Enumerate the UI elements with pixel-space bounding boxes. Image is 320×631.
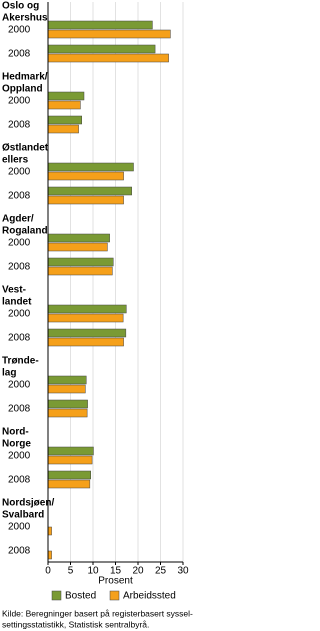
group-label: Hedmark/	[2, 72, 48, 83]
group-label: Vest-	[2, 285, 26, 296]
group-label: Oppland	[2, 84, 43, 95]
group-label: Rogaland	[2, 226, 48, 237]
y-tick-label: 2008	[8, 546, 31, 557]
y-tick-label: 2008	[8, 262, 31, 273]
y-tick-label: 2000	[8, 238, 31, 249]
bar	[47, 313, 124, 323]
legend-swatch	[51, 590, 62, 601]
y-tick-label: 2000	[8, 96, 31, 107]
legend-swatch	[109, 590, 120, 601]
bar	[47, 20, 153, 30]
source-note: Kilde: Beregninger basert på registerbas…	[2, 608, 193, 618]
legend-label: Bosted	[65, 591, 96, 602]
bar	[47, 550, 52, 560]
x-axis-label: Prosent	[98, 576, 133, 587]
group-label: landet	[2, 297, 32, 308]
group-label: Østlandet	[2, 143, 49, 154]
bar	[47, 186, 132, 196]
bar	[47, 100, 81, 110]
bar	[47, 408, 88, 418]
group-label: Akershus	[2, 13, 48, 24]
bar	[47, 171, 124, 181]
bar	[47, 399, 88, 409]
y-tick-label: 2000	[8, 380, 31, 391]
y-tick-label: 2008	[8, 120, 31, 131]
group-label: Svalbard	[2, 510, 44, 521]
legend-label: Arbeidssted	[123, 591, 176, 602]
y-tick-label: 2008	[8, 404, 31, 415]
y-tick-label: 2000	[8, 167, 31, 178]
bar	[47, 470, 91, 480]
y-tick-label: 2000	[8, 309, 31, 320]
bar	[47, 233, 110, 243]
group-label: Nordsjøen/	[2, 498, 54, 509]
x-tick-label: 15	[110, 566, 122, 577]
group-label: lag	[2, 368, 16, 379]
bar	[47, 479, 91, 489]
bar	[47, 304, 127, 314]
x-tick-label: 25	[155, 566, 167, 577]
bar	[47, 162, 134, 172]
bar	[47, 384, 86, 394]
bar	[47, 455, 93, 465]
bar	[47, 44, 156, 54]
group-label: Oslo og	[2, 1, 39, 12]
bar	[47, 242, 108, 252]
y-tick-label: 2008	[8, 475, 31, 486]
bar	[47, 124, 79, 134]
bar	[47, 337, 124, 347]
group-label: Agder/	[2, 214, 34, 225]
y-tick-label: 2000	[8, 522, 31, 533]
x-tick-label: 20	[132, 566, 144, 577]
y-tick-label: 2008	[8, 333, 31, 344]
x-tick-label: 30	[177, 566, 189, 577]
x-tick-label: 5	[68, 566, 74, 577]
group-label: ellers	[2, 155, 29, 166]
y-tick-label: 2000	[8, 25, 31, 36]
group-label: Norge	[2, 439, 31, 450]
bar	[47, 375, 87, 385]
bar	[47, 257, 114, 267]
bar	[47, 53, 169, 63]
source-note: settingsstatistikk, Statistisk sentralby…	[2, 619, 149, 629]
group-label: Trønde-	[2, 356, 39, 367]
bar	[47, 266, 113, 276]
bar	[47, 29, 171, 39]
bar	[47, 195, 124, 205]
bar	[47, 328, 127, 338]
y-tick-label: 2008	[8, 49, 31, 60]
bar	[47, 526, 52, 536]
group-label: Nord-	[2, 427, 29, 438]
x-tick-label: 10	[87, 566, 99, 577]
x-tick-label: 0	[45, 566, 51, 577]
bar	[47, 115, 82, 125]
bar	[47, 91, 85, 101]
bar	[47, 446, 94, 456]
y-tick-label: 2000	[8, 451, 31, 462]
y-tick-label: 2008	[8, 191, 31, 202]
